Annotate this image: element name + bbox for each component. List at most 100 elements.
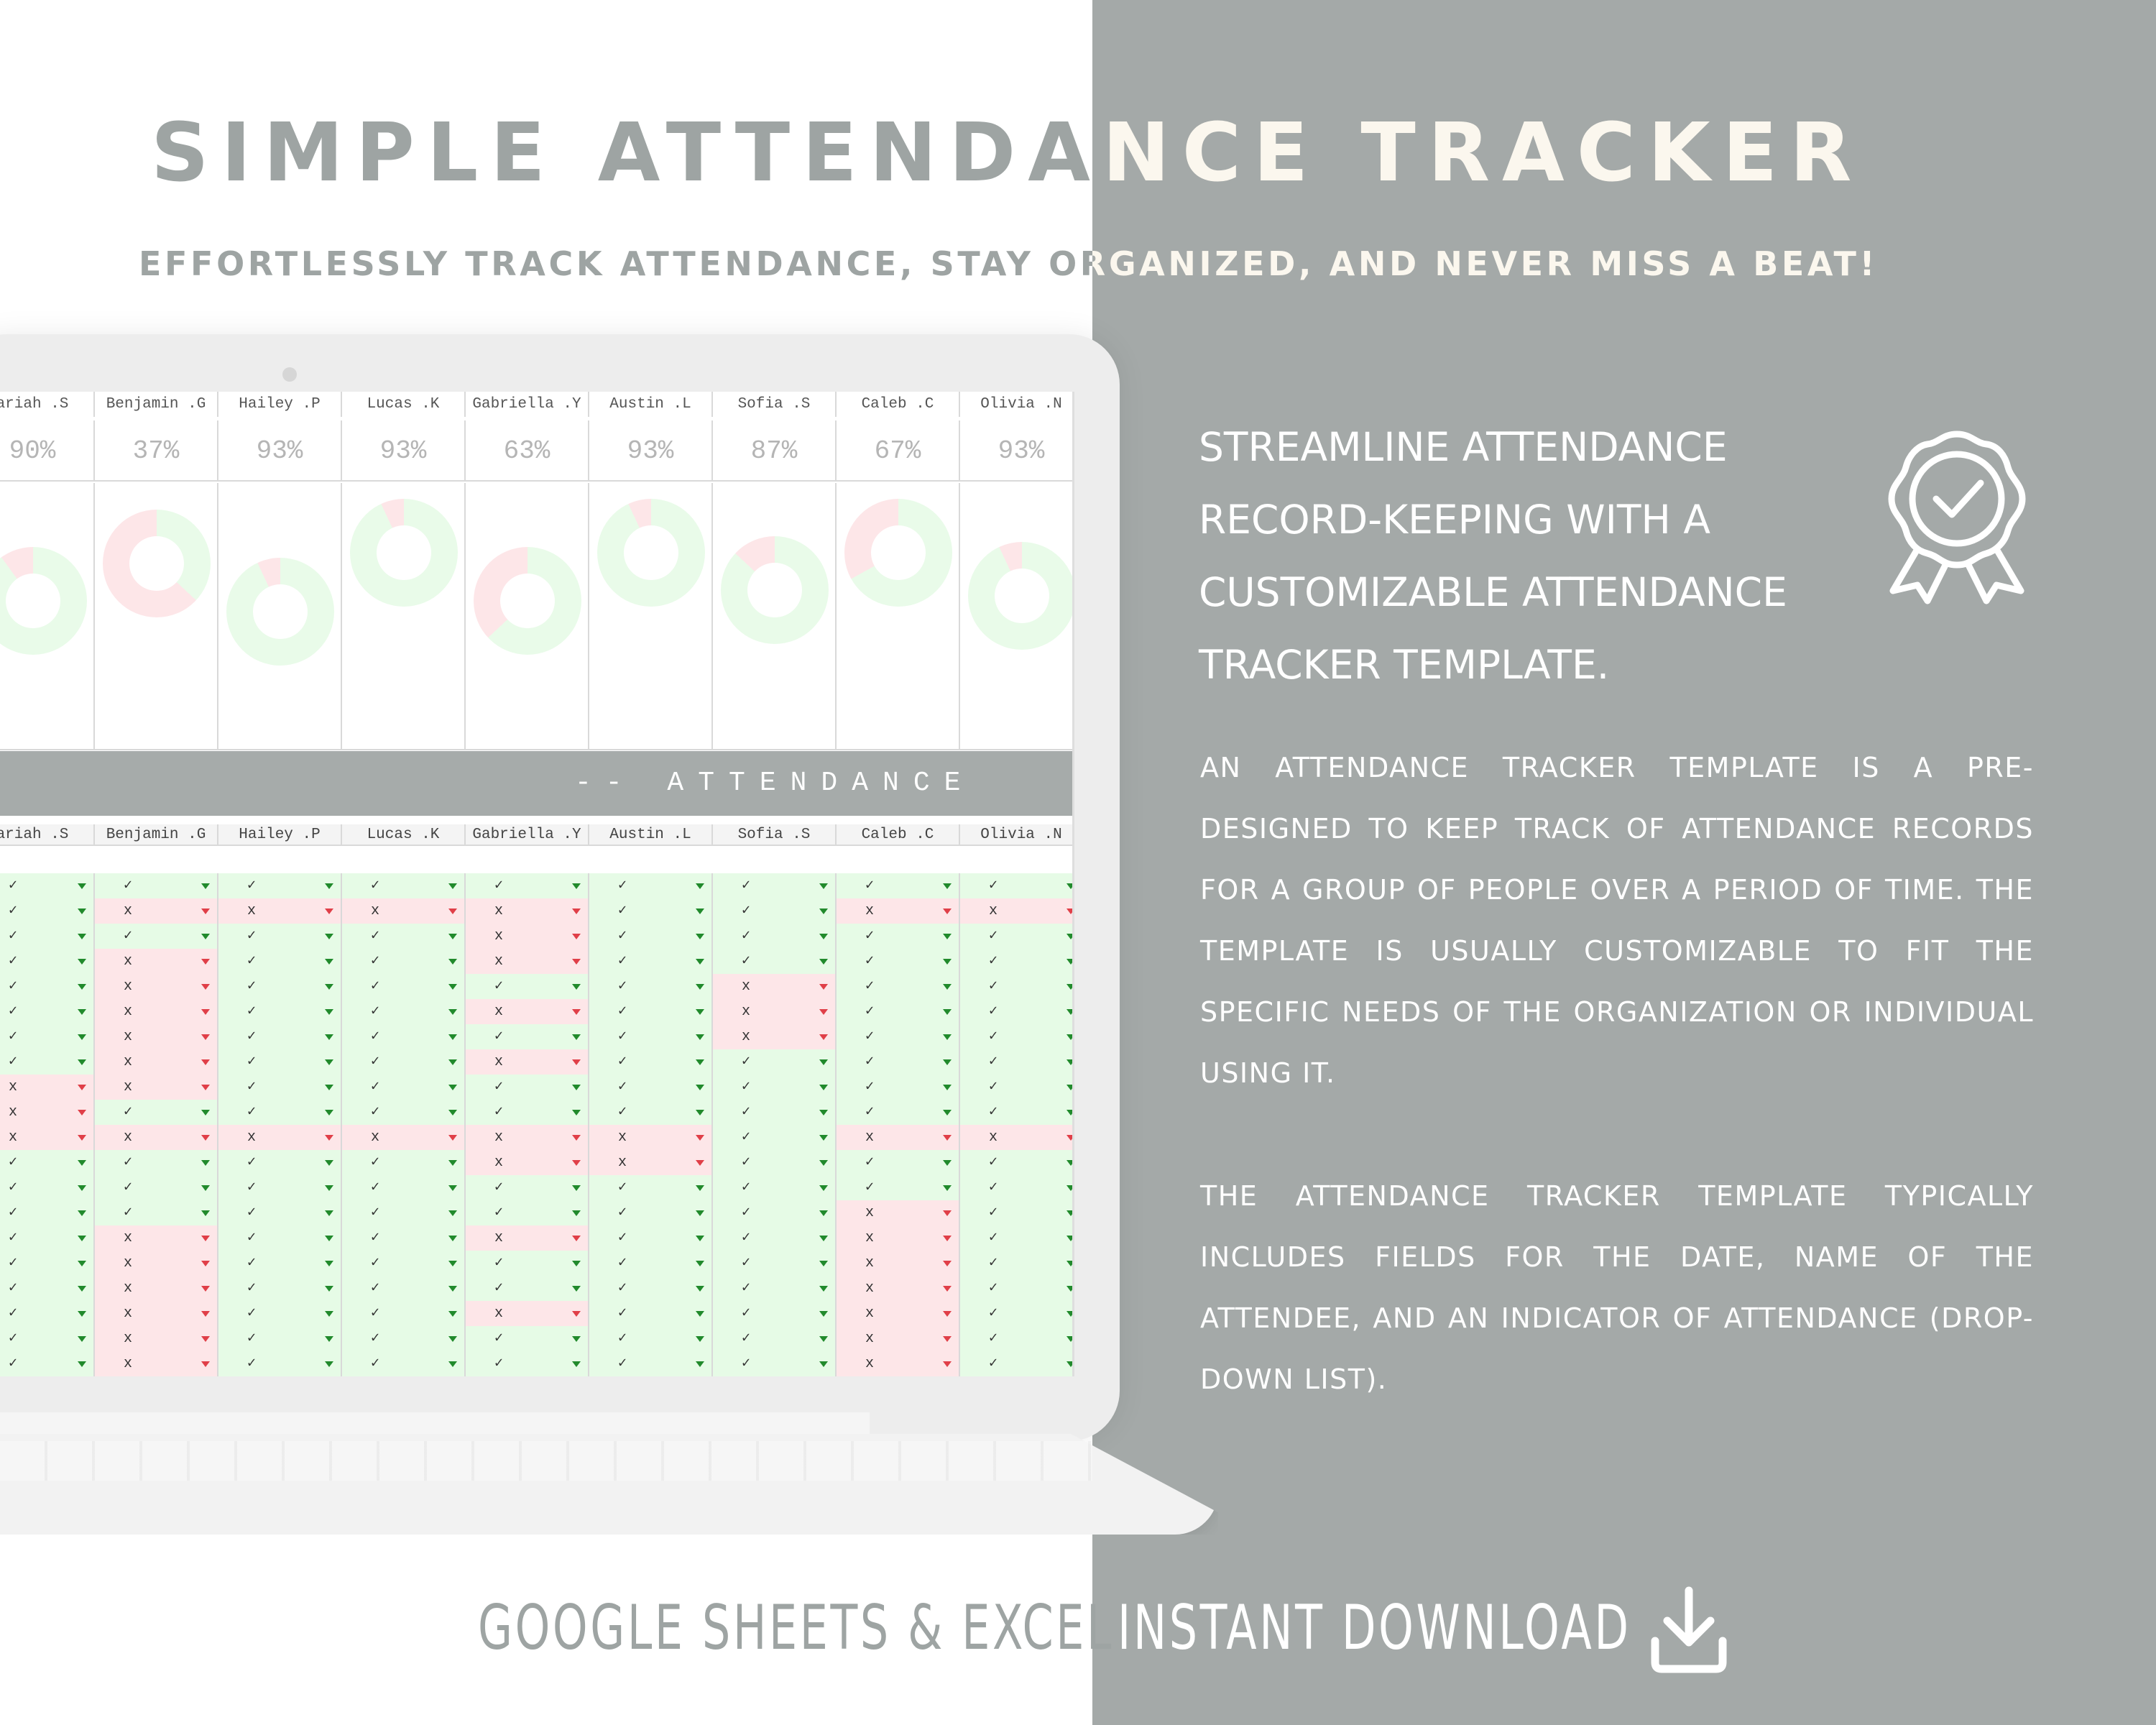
dropdown-arrow-icon[interactable] bbox=[572, 934, 581, 939]
present-cell[interactable]: ✓ bbox=[713, 1175, 835, 1200]
absent-cell[interactable]: x bbox=[218, 1125, 341, 1150]
dropdown-arrow-icon[interactable] bbox=[1067, 1185, 1072, 1191]
dropdown-arrow-icon[interactable] bbox=[572, 1085, 581, 1090]
absent-cell[interactable]: x bbox=[95, 1049, 217, 1075]
dropdown-arrow-icon[interactable] bbox=[78, 984, 86, 990]
present-cell[interactable]: ✓ bbox=[713, 1276, 835, 1301]
present-cell[interactable]: ✓ bbox=[0, 1200, 93, 1225]
dropdown-arrow-icon[interactable] bbox=[943, 1185, 952, 1191]
dropdown-arrow-icon[interactable] bbox=[943, 1085, 952, 1090]
absent-cell[interactable]: x bbox=[466, 924, 588, 949]
dropdown-arrow-icon[interactable] bbox=[819, 1236, 828, 1241]
dropdown-arrow-icon[interactable] bbox=[448, 959, 457, 965]
absent-cell[interactable]: x bbox=[960, 898, 1072, 924]
dropdown-arrow-icon[interactable] bbox=[572, 984, 581, 990]
present-cell[interactable]: ✓ bbox=[95, 1175, 217, 1200]
present-cell[interactable]: ✓ bbox=[713, 873, 835, 898]
absent-cell[interactable]: x bbox=[713, 1024, 835, 1049]
present-cell[interactable]: ✓ bbox=[713, 1351, 835, 1376]
present-cell[interactable]: ✓ bbox=[713, 1326, 835, 1351]
dropdown-arrow-icon[interactable] bbox=[819, 1009, 828, 1015]
dropdown-arrow-icon[interactable] bbox=[78, 959, 86, 965]
dropdown-arrow-icon[interactable] bbox=[572, 1185, 581, 1191]
dropdown-arrow-icon[interactable] bbox=[943, 1110, 952, 1116]
dropdown-arrow-icon[interactable] bbox=[572, 883, 581, 889]
dropdown-arrow-icon[interactable] bbox=[572, 1160, 581, 1166]
dropdown-arrow-icon[interactable] bbox=[78, 1311, 86, 1317]
dropdown-arrow-icon[interactable] bbox=[943, 1361, 952, 1367]
absent-cell[interactable]: x bbox=[95, 1225, 217, 1251]
present-cell[interactable]: ✓ bbox=[960, 1024, 1072, 1049]
dropdown-arrow-icon[interactable] bbox=[325, 934, 333, 939]
dropdown-arrow-icon[interactable] bbox=[943, 1286, 952, 1292]
present-cell[interactable]: ✓ bbox=[218, 924, 341, 949]
dropdown-arrow-icon[interactable] bbox=[448, 1160, 457, 1166]
absent-cell[interactable]: x bbox=[95, 1276, 217, 1301]
present-cell[interactable]: ✓ bbox=[342, 999, 464, 1024]
dropdown-arrow-icon[interactable] bbox=[1067, 908, 1072, 914]
dropdown-arrow-icon[interactable] bbox=[448, 1236, 457, 1241]
dropdown-arrow-icon[interactable] bbox=[448, 1336, 457, 1342]
dropdown-arrow-icon[interactable] bbox=[572, 1311, 581, 1317]
absent-cell[interactable]: x bbox=[95, 1024, 217, 1049]
present-cell[interactable]: ✓ bbox=[713, 949, 835, 974]
spreadsheet-screen[interactable]: -- ATTENDANCE ariah .S 90% ariah .S ✓ ✓ ✓ ✓ ✓ ✓ ✓… bbox=[0, 392, 1074, 1376]
dropdown-arrow-icon[interactable] bbox=[325, 1361, 333, 1367]
present-cell[interactable]: ✓ bbox=[342, 873, 464, 898]
dropdown-arrow-icon[interactable] bbox=[325, 1160, 333, 1166]
dropdown-arrow-icon[interactable] bbox=[448, 1110, 457, 1116]
present-cell[interactable]: ✓ bbox=[713, 1251, 835, 1276]
present-cell[interactable]: ✓ bbox=[466, 1075, 588, 1100]
absent-cell[interactable]: x bbox=[837, 1326, 959, 1351]
present-cell[interactable]: ✓ bbox=[466, 974, 588, 999]
present-cell[interactable]: ✓ bbox=[713, 1225, 835, 1251]
dropdown-arrow-icon[interactable] bbox=[572, 1210, 581, 1216]
dropdown-arrow-icon[interactable] bbox=[1067, 1160, 1072, 1166]
present-cell[interactable]: ✓ bbox=[960, 1225, 1072, 1251]
dropdown-arrow-icon[interactable] bbox=[819, 1135, 828, 1141]
dropdown-arrow-icon[interactable] bbox=[201, 1210, 210, 1216]
present-cell[interactable]: ✓ bbox=[837, 924, 959, 949]
dropdown-arrow-icon[interactable] bbox=[201, 1261, 210, 1266]
dropdown-arrow-icon[interactable] bbox=[696, 1210, 704, 1216]
present-cell[interactable]: ✓ bbox=[218, 999, 341, 1024]
dropdown-arrow-icon[interactable] bbox=[201, 1185, 210, 1191]
present-cell[interactable]: ✓ bbox=[837, 1150, 959, 1175]
dropdown-arrow-icon[interactable] bbox=[201, 1059, 210, 1065]
dropdown-arrow-icon[interactable] bbox=[325, 984, 333, 990]
dropdown-arrow-icon[interactable] bbox=[819, 1336, 828, 1342]
absent-cell[interactable]: x bbox=[95, 1075, 217, 1100]
present-cell[interactable]: ✓ bbox=[0, 1351, 93, 1376]
dropdown-arrow-icon[interactable] bbox=[696, 1110, 704, 1116]
present-cell[interactable]: ✓ bbox=[837, 974, 959, 999]
dropdown-arrow-icon[interactable] bbox=[819, 934, 828, 939]
dropdown-arrow-icon[interactable] bbox=[448, 1009, 457, 1015]
dropdown-arrow-icon[interactable] bbox=[448, 1185, 457, 1191]
dropdown-arrow-icon[interactable] bbox=[572, 1336, 581, 1342]
present-cell[interactable]: ✓ bbox=[218, 949, 341, 974]
absent-cell[interactable]: x bbox=[837, 1351, 959, 1376]
dropdown-arrow-icon[interactable] bbox=[696, 1059, 704, 1065]
present-cell[interactable]: ✓ bbox=[589, 1225, 711, 1251]
dropdown-arrow-icon[interactable] bbox=[78, 883, 86, 889]
present-cell[interactable]: ✓ bbox=[960, 974, 1072, 999]
dropdown-arrow-icon[interactable] bbox=[448, 1135, 457, 1141]
absent-cell[interactable]: x bbox=[837, 1125, 959, 1150]
present-cell[interactable]: ✓ bbox=[0, 1276, 93, 1301]
present-cell[interactable]: ✓ bbox=[960, 1200, 1072, 1225]
absent-cell[interactable]: x bbox=[95, 1301, 217, 1326]
dropdown-arrow-icon[interactable] bbox=[201, 908, 210, 914]
present-cell[interactable]: ✓ bbox=[837, 999, 959, 1024]
dropdown-arrow-icon[interactable] bbox=[448, 1311, 457, 1317]
dropdown-arrow-icon[interactable] bbox=[448, 1361, 457, 1367]
dropdown-arrow-icon[interactable] bbox=[1067, 1311, 1072, 1317]
dropdown-arrow-icon[interactable] bbox=[819, 1034, 828, 1040]
dropdown-arrow-icon[interactable] bbox=[201, 1311, 210, 1317]
absent-cell[interactable]: x bbox=[0, 1125, 93, 1150]
present-cell[interactable]: ✓ bbox=[837, 873, 959, 898]
present-cell[interactable]: ✓ bbox=[466, 1326, 588, 1351]
present-cell[interactable]: ✓ bbox=[218, 1276, 341, 1301]
present-cell[interactable]: ✓ bbox=[589, 1351, 711, 1376]
present-cell[interactable]: ✓ bbox=[713, 1125, 835, 1150]
present-cell[interactable]: ✓ bbox=[466, 1251, 588, 1276]
